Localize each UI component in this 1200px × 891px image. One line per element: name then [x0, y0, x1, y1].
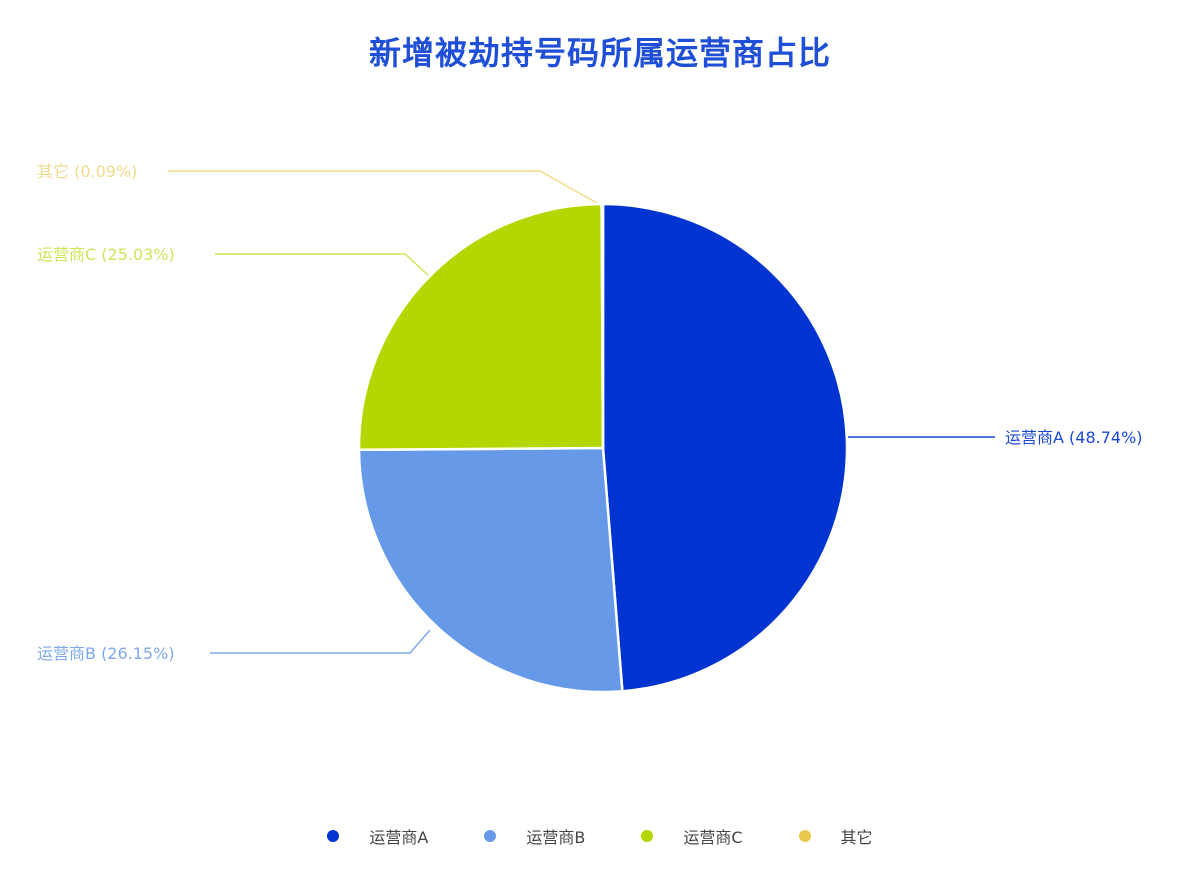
data-label-0: 运营商A (48.74%): [1005, 428, 1143, 447]
legend-item-b[interactable]: 运营商B: [484, 824, 585, 848]
legend: 运营商A 运营商B 运营商C 其它: [0, 824, 1200, 848]
pie-slice-0[interactable]: [601, 202, 849, 693]
chart-title: 新增被劫持号码所属运营商占比: [368, 34, 831, 72]
data-label-3: 其它 (0.09%): [37, 162, 137, 181]
legend-label: 运营商B: [526, 828, 586, 847]
leader-line-2: [215, 253, 429, 276]
legend-label: 运营商C: [683, 828, 743, 847]
data-label-1: 运营商B (26.15%): [37, 644, 175, 663]
legend-item-c[interactable]: 运营商C: [641, 824, 743, 848]
legend-dot-icon: [798, 830, 811, 842]
legend-item-other[interactable]: 其它: [798, 824, 873, 848]
pie-slice-2[interactable]: [357, 202, 605, 452]
legend-label: 运营商A: [369, 828, 429, 847]
legend-label: 其它: [840, 828, 873, 847]
leader-line-1: [210, 629, 431, 654]
pie-slice-1[interactable]: [357, 446, 624, 694]
data-label-2: 运营商C (25.03%): [37, 245, 175, 264]
legend-dot-icon: [327, 830, 340, 842]
leader-line-3: [168, 170, 598, 204]
legend-dot-icon: [484, 830, 497, 842]
legend-dot-icon: [641, 830, 654, 842]
pie-slice-3[interactable]: [600, 202, 605, 449]
legend-item-a[interactable]: 运营商A: [327, 824, 428, 848]
